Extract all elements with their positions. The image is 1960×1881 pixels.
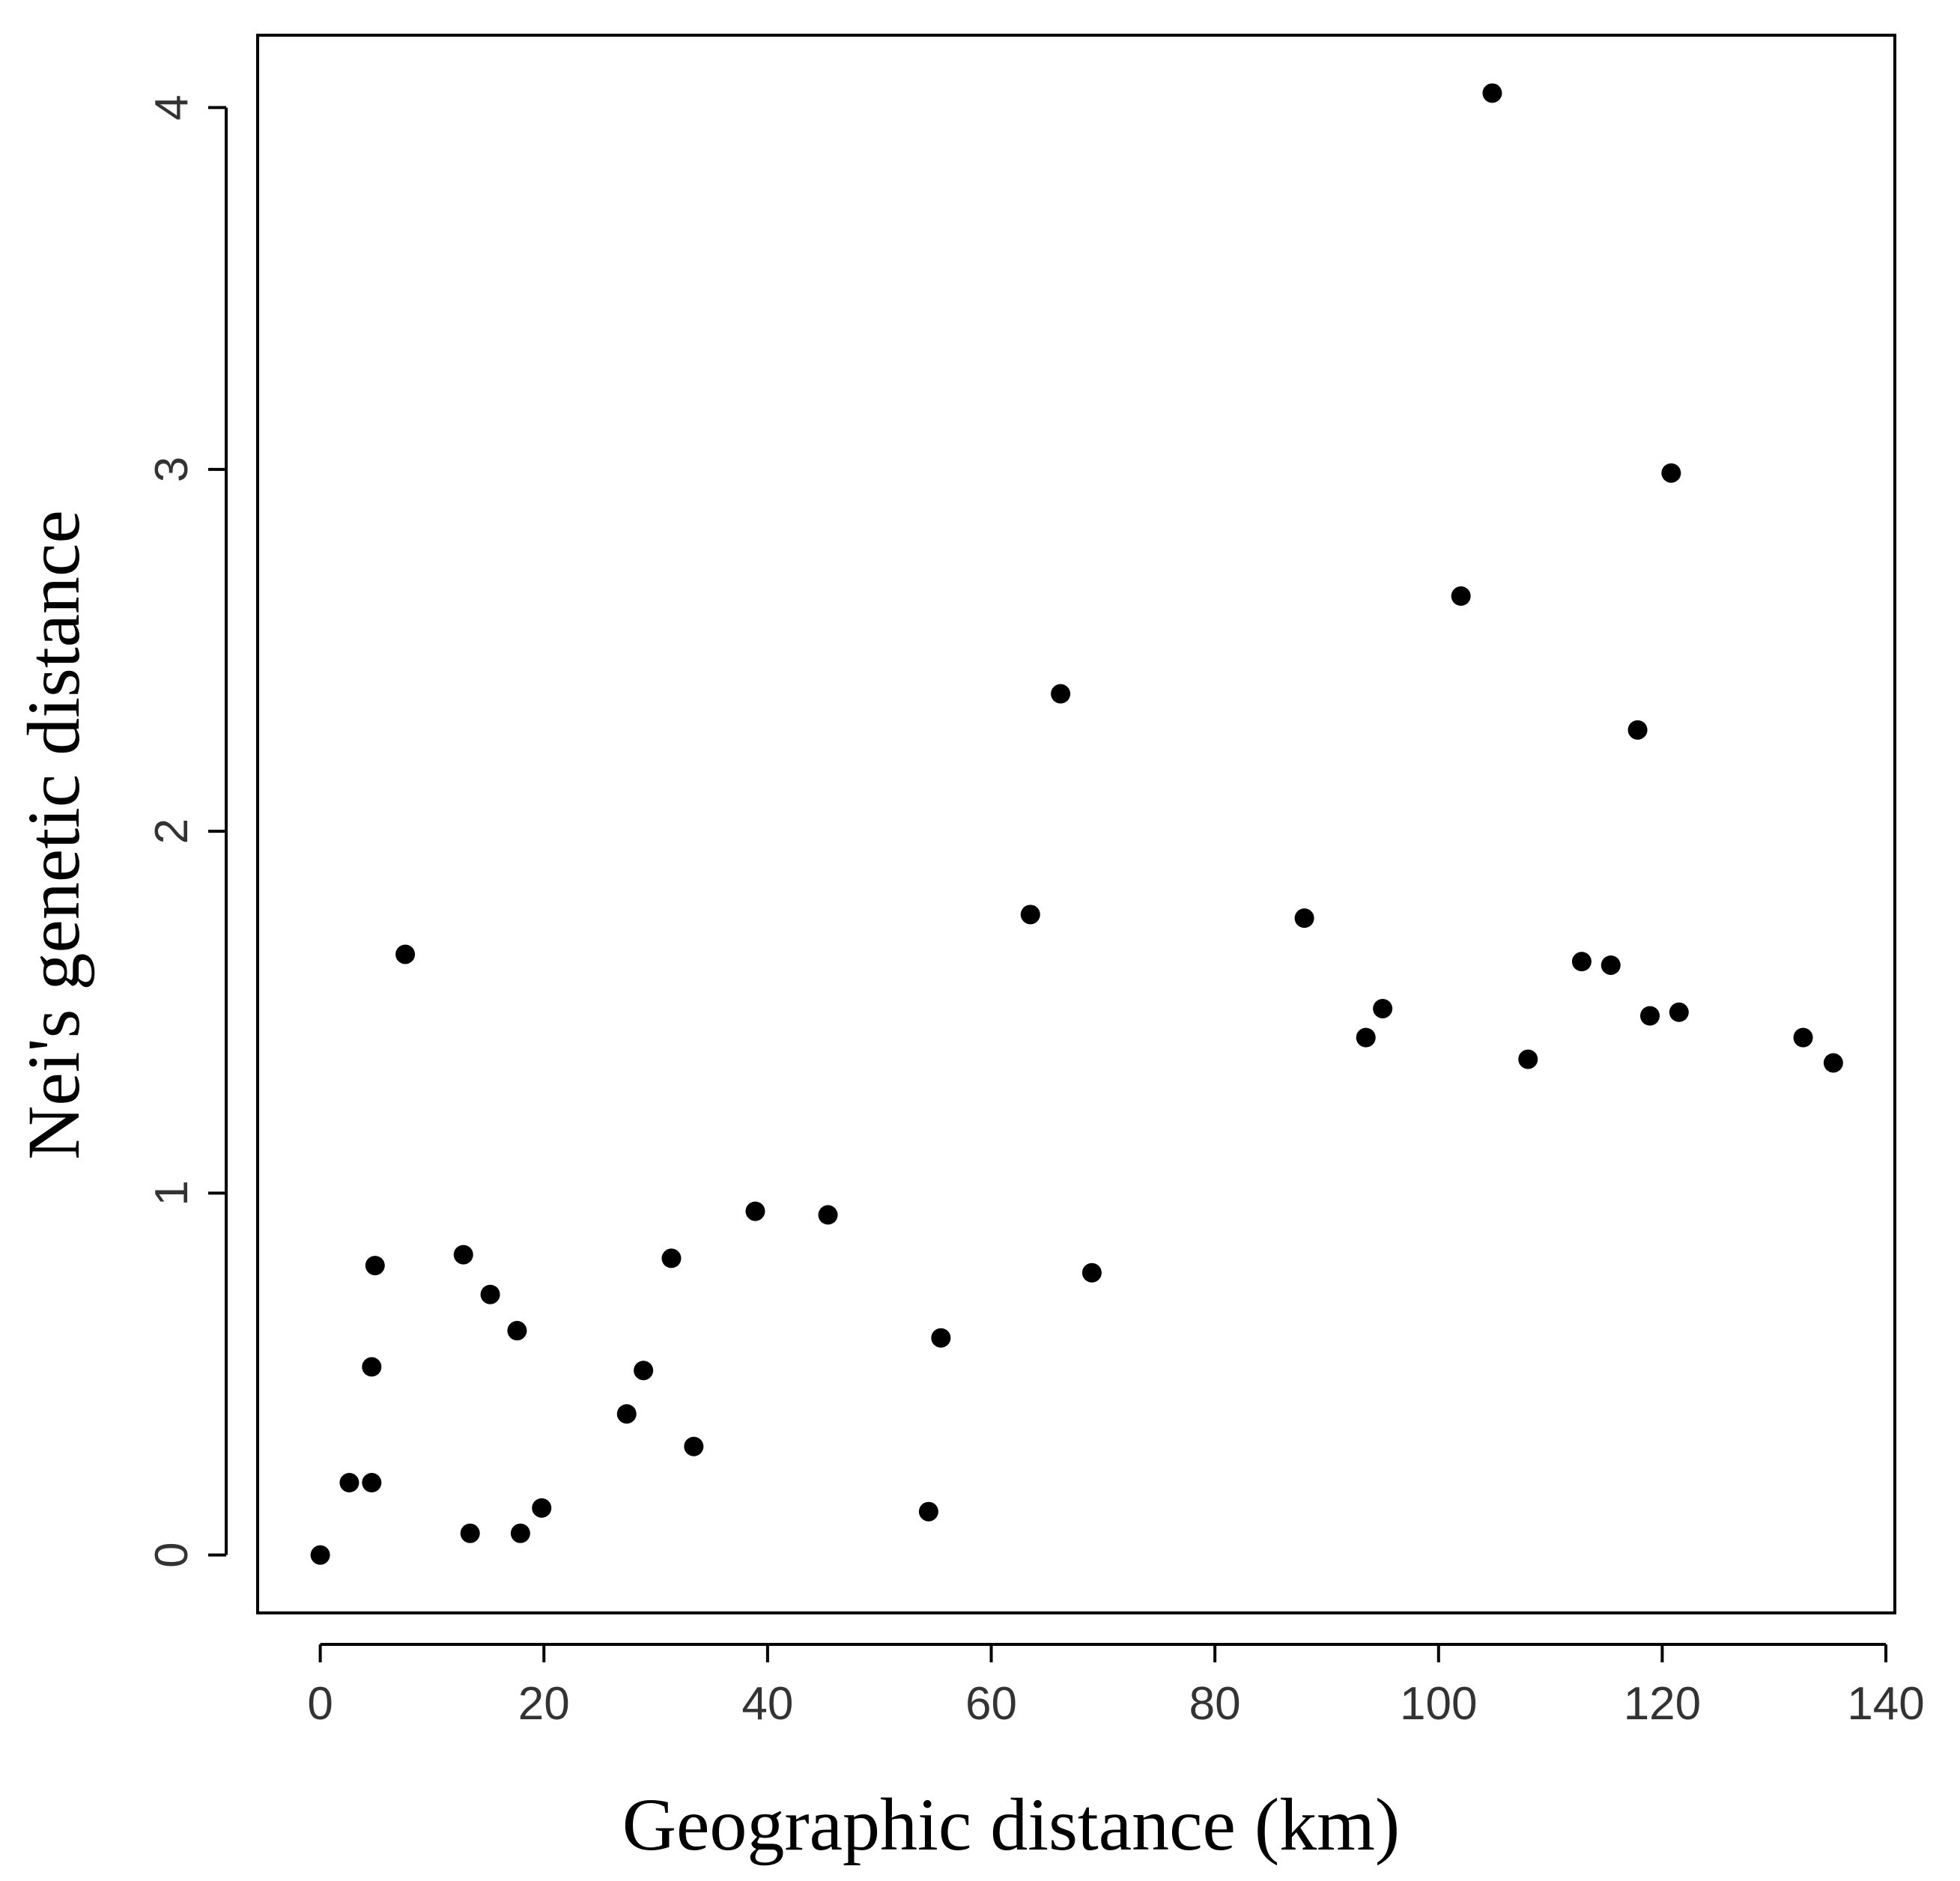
- x-tick-label: 80: [1189, 1678, 1241, 1730]
- x-tick-label: 0: [307, 1678, 333, 1730]
- data-point: [310, 1545, 330, 1565]
- data-point: [818, 1205, 838, 1225]
- data-point: [1518, 1049, 1538, 1069]
- plot-frame: [256, 34, 1896, 1614]
- data-point: [931, 1328, 951, 1348]
- data-point: [532, 1498, 552, 1518]
- data-point: [661, 1248, 682, 1268]
- data-point: [1669, 1002, 1689, 1022]
- data-point: [480, 1284, 500, 1304]
- y-tick-label: 4: [146, 94, 198, 120]
- x-tick-label: 60: [965, 1678, 1017, 1730]
- data-point: [1051, 684, 1071, 704]
- x-tick-label: 100: [1400, 1678, 1477, 1730]
- data-point: [1482, 83, 1502, 103]
- data-point: [507, 1321, 527, 1341]
- data-point: [616, 1404, 637, 1424]
- data-point: [1451, 586, 1471, 607]
- data-point: [1020, 905, 1040, 925]
- x-tick-label: 120: [1624, 1678, 1701, 1730]
- data-point: [1639, 1006, 1660, 1026]
- x-tick-label: 40: [741, 1678, 793, 1730]
- data-point: [1081, 1262, 1102, 1283]
- y-tick-label: 1: [146, 1180, 198, 1206]
- data-points: [310, 83, 1843, 1565]
- data-point: [510, 1523, 530, 1543]
- data-point: [684, 1436, 704, 1456]
- data-point: [1373, 998, 1393, 1018]
- data-point: [339, 1473, 359, 1493]
- data-point: [395, 944, 416, 964]
- data-point: [362, 1357, 382, 1377]
- data-point: [1356, 1027, 1376, 1048]
- y-tick-label: 0: [146, 1542, 198, 1567]
- data-point: [1823, 1053, 1843, 1073]
- data-point: [362, 1473, 382, 1493]
- x-axis: 0 20 40 60 80 100 120 140: [307, 1643, 1925, 1730]
- data-point: [1661, 463, 1681, 483]
- data-point: [1571, 952, 1592, 972]
- data-point: [365, 1256, 385, 1276]
- x-tick-label: 140: [1847, 1678, 1924, 1730]
- y-axis-title: Nei's genetic distance: [12, 510, 95, 1160]
- y-tick-label: 2: [146, 818, 198, 844]
- y-axis: 0 1 2 3 4: [146, 94, 228, 1568]
- data-point: [1793, 1027, 1813, 1048]
- x-axis-title: Geographic distance (km): [622, 1783, 1400, 1866]
- data-point: [453, 1245, 473, 1265]
- x-tick-label: 20: [518, 1678, 570, 1730]
- y-tick-label: 3: [146, 457, 198, 482]
- data-point: [1601, 955, 1621, 975]
- data-point: [460, 1523, 480, 1543]
- data-point: [1294, 908, 1314, 929]
- data-point: [918, 1501, 938, 1522]
- data-point: [1627, 720, 1648, 740]
- data-point: [634, 1361, 654, 1381]
- data-point: [745, 1201, 765, 1221]
